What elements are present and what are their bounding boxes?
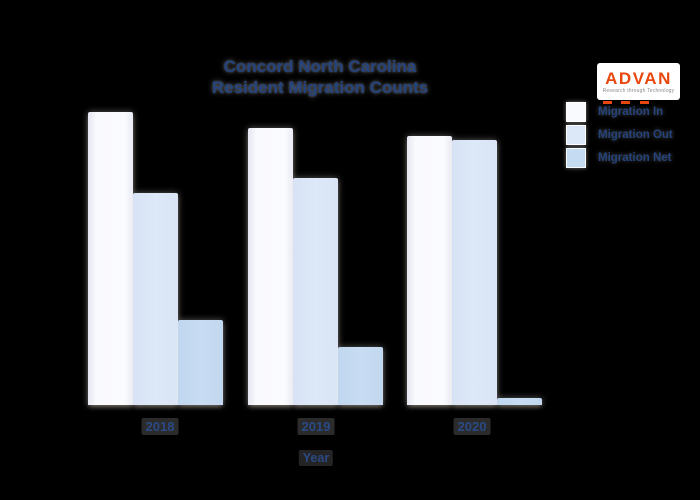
x-tick-2018: 2018	[141, 418, 179, 435]
logo-accent-dash	[621, 101, 630, 104]
logo-accent-dash	[640, 101, 649, 104]
legend-item-migration-out: Migration Out	[566, 125, 673, 145]
bar-migration-in-2019	[248, 128, 293, 405]
advan-logo-wordmark: ADVAN	[605, 68, 672, 88]
legend-swatch-migration-in	[566, 102, 586, 122]
legend-label: Migration Net	[598, 152, 672, 164]
x-tick-2019: 2019	[297, 418, 335, 435]
legend-label: Migration Out	[598, 129, 673, 141]
advan-logo-tagline: Research through Technology	[602, 87, 675, 94]
bar-migration-in-2018	[88, 112, 133, 405]
chart-title-line2: Resident Migration Counts	[211, 78, 429, 97]
x-axis-title: Year	[298, 450, 334, 466]
bar-migration-out-2018	[133, 193, 178, 405]
bar-migration-out-2020	[452, 140, 497, 405]
bar-migration-net-2018	[178, 320, 223, 405]
bar-migration-net-2019	[338, 347, 383, 405]
chart-title: Concord North Carolina Resident Migratio…	[110, 56, 530, 98]
bar-migration-net-2020	[497, 398, 542, 405]
logo-accent-dash	[603, 101, 612, 104]
plot-area	[0, 100, 700, 405]
legend-label: Migration In	[598, 106, 664, 118]
legend-item-migration-in: Migration In	[566, 102, 673, 122]
bar-migration-out-2019	[293, 178, 338, 405]
legend: Migration In Migration Out Migration Net	[566, 102, 673, 171]
legend-item-migration-net: Migration Net	[566, 148, 673, 168]
legend-swatch-migration-net	[566, 148, 586, 168]
legend-swatch-migration-out	[566, 125, 586, 145]
bar-migration-in-2020	[407, 136, 452, 405]
chart-title-line1: Concord North Carolina	[223, 57, 417, 76]
x-tick-2020: 2020	[453, 418, 491, 435]
advan-logo: ADVAN Research through Technology	[597, 63, 680, 100]
